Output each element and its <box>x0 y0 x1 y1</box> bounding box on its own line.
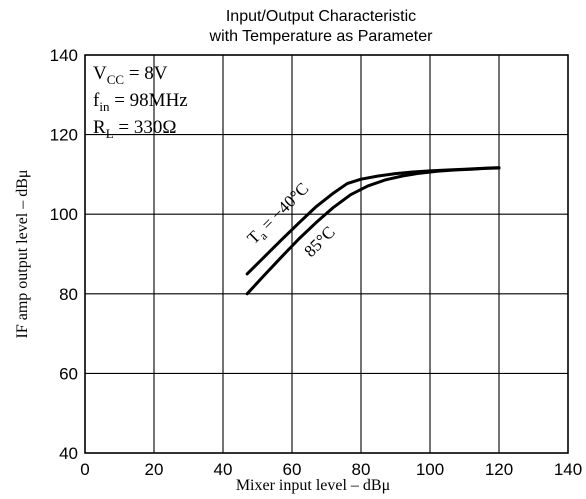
condition-fin-value: = 98MHz <box>109 90 187 111</box>
x-tick-label: 140 <box>554 460 582 479</box>
condition-vcc-symbol: V <box>93 63 107 84</box>
y-axis-label: IF amp output level – dBμ <box>14 169 31 338</box>
condition-rl: RL = 330Ω <box>93 117 176 141</box>
x-axis-label: Mixer input level – dBμ <box>236 477 390 494</box>
condition-rl-value: = 330Ω <box>114 117 177 138</box>
y-tick-label: 140 <box>50 46 78 65</box>
series-label-minus40c-value: = −40°C <box>255 179 313 237</box>
x-tick-label: 60 <box>283 460 302 479</box>
conditions-box: VCC = 8V fin = 98MHz RL = 330Ω <box>93 63 188 141</box>
series-label-85c: 85°C <box>300 223 338 261</box>
y-tick-label: 60 <box>59 364 78 383</box>
plot-frame <box>84 54 569 454</box>
condition-vcc-subscript: CC <box>107 72 124 87</box>
x-tick-label: 40 <box>214 460 233 479</box>
x-tick-label: 120 <box>485 460 513 479</box>
x-tick-label: 80 <box>352 460 371 479</box>
x-tick-label: 20 <box>145 460 164 479</box>
condition-fin-subscript: in <box>99 99 110 114</box>
condition-fin-symbol: f <box>93 90 100 111</box>
y-tick-label: 120 <box>50 126 78 145</box>
condition-vcc: VCC = 8V <box>93 63 168 87</box>
series-lines <box>245 166 501 296</box>
y-tick-label: 40 <box>59 444 78 463</box>
chart-title-line2: with Temperature as Parameter <box>209 28 434 45</box>
x-tick-labels: 0 20 40 60 80 100 120 140 <box>80 460 582 479</box>
condition-vcc-value: = 8V <box>124 63 168 84</box>
condition-rl-symbol: R <box>93 117 106 138</box>
y-tick-labels: 40 60 80 100 120 140 <box>50 46 78 463</box>
series-line-85c <box>245 166 501 296</box>
y-tick-label: 80 <box>59 285 78 304</box>
x-tick-label: 100 <box>416 460 444 479</box>
condition-fin: fin = 98MHz <box>93 90 188 114</box>
x-tick-label: 0 <box>80 460 89 479</box>
y-tick-label: 100 <box>50 205 78 224</box>
condition-rl-subscript: L <box>106 126 114 141</box>
grid <box>85 55 568 453</box>
chart-title-line1: Input/Output Characteristic <box>226 8 416 25</box>
